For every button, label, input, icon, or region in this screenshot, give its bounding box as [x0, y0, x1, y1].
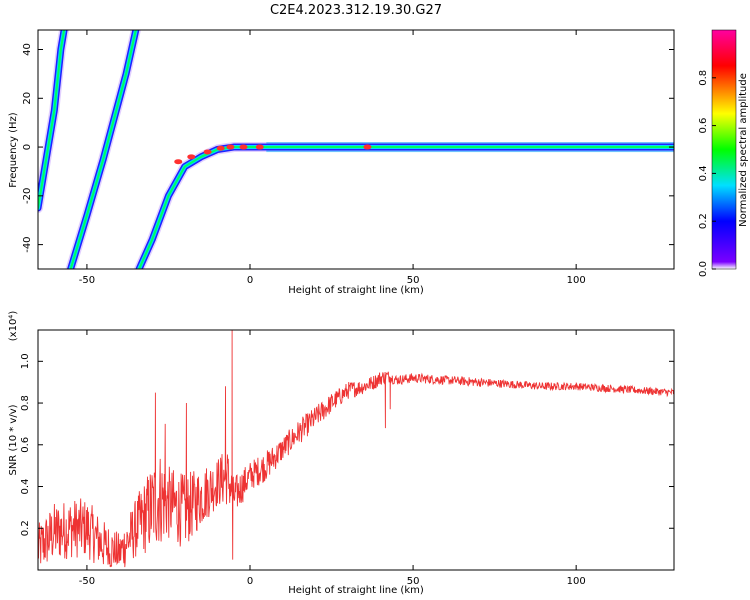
- snr-frame: [37, 329, 675, 571]
- spectrogram-frame: [37, 29, 675, 270]
- trace-2-layer-3: [138, 146, 674, 269]
- spectrogram-ticks: -50 0 50 100 -40 -20 0 20 40: [22, 30, 674, 286]
- hotspot-0: [174, 159, 183, 165]
- hotspot-2: [203, 149, 212, 155]
- snr-ytick-label: 0.4: [20, 479, 31, 495]
- snr-ylabel: SNR (10 * v/v): [8, 404, 19, 475]
- snr-xtick-label: 100: [567, 576, 586, 587]
- spectrogram-xtick-label: 0: [247, 275, 253, 286]
- spectrogram-ytick-label: 0: [22, 144, 33, 150]
- spectrogram-ytick-label: -40: [22, 236, 33, 252]
- hotspot-4: [226, 144, 235, 150]
- snr-series: [38, 330, 674, 568]
- colorbar-label: Normalized spectral amplitude: [738, 73, 749, 227]
- spectrogram-traces: [38, 30, 674, 269]
- colorbar-ticks: 0.0 0.2 0.4 0.6 0.8: [698, 70, 716, 277]
- colorbar-gradient: [711, 29, 737, 270]
- spectrogram-ytick-label: 20: [22, 92, 33, 105]
- snr-xlabel: Height of straight line (km): [288, 585, 424, 596]
- hotspot-1: [187, 154, 196, 160]
- snr-scale-label: (x10⁴): [8, 311, 19, 342]
- snr-xtick-label: -50: [79, 576, 95, 587]
- snr-ticks: -50 0 50 100 0.2 0.4 0.6 0.8 1.0: [20, 330, 674, 587]
- colorbar-tick-label: 0.6: [698, 118, 709, 134]
- figure-title: C2E4.2023.312.19.30.G27: [270, 3, 442, 18]
- colorbar-tick-label: 0.0: [698, 261, 709, 277]
- spectrogram-xlabel: Height of straight line (km): [288, 285, 424, 296]
- hotspot-5: [239, 144, 248, 150]
- trace-0-layer-3: [38, 30, 66, 210]
- spectrogram-panel: -50 0 50 100 -40 -20 0 20 40 Height of straight …: [8, 29, 675, 296]
- hotspot-7: [363, 144, 372, 150]
- snr-ytick-label: 1.0: [20, 353, 31, 369]
- snr-xtick-label: 0: [247, 576, 253, 587]
- spectrogram-ytick-label: -20: [22, 188, 33, 204]
- hotspot-3: [216, 145, 225, 151]
- snr-ytick-label: 0.2: [20, 520, 31, 536]
- hotspot-6: [255, 144, 264, 150]
- spectrogram-ylabel: Frequency (Hz): [8, 112, 19, 188]
- trace-2-layer-2: [137, 145, 674, 269]
- trace-2-layer-1: [135, 143, 674, 269]
- spectrogram-xtick-label: -50: [79, 275, 95, 286]
- spectrogram-xtick-label: 100: [567, 275, 586, 286]
- snr-ytick-label: 0.6: [20, 437, 31, 453]
- snr-line: [38, 330, 674, 568]
- colorbar-tick-label: 0.4: [698, 165, 709, 181]
- colorbar-tick-label: 0.2: [698, 213, 709, 229]
- snr-panel: -50 0 50 100 0.2 0.4 0.6 0.8 1.0 Height of strai…: [8, 311, 675, 596]
- colorbar: 0.0 0.2 0.4 0.6 0.8 Normalized spectral ampl…: [698, 29, 749, 277]
- spectrogram-xtick-label: 50: [407, 275, 420, 286]
- trace-1-layer-3: [69, 30, 137, 269]
- spectrogram-ytick-label: 40: [22, 43, 33, 56]
- trace-2-layer-0: [134, 142, 674, 269]
- snr-xtick-label: 50: [407, 576, 420, 587]
- colorbar-tick-label: 0.8: [698, 70, 709, 86]
- snr-ytick-label: 0.8: [20, 395, 31, 411]
